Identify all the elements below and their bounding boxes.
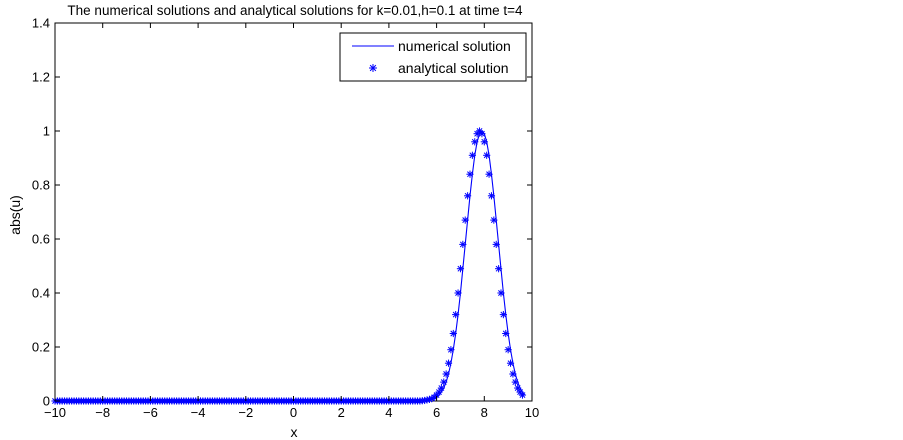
legend-label-numerical: numerical solution [398, 38, 511, 54]
analytical-solution-marker [459, 240, 467, 248]
x-tick-label: 6 [433, 405, 440, 420]
x-tick-label: −8 [95, 405, 110, 420]
x-tick-label: −4 [191, 405, 206, 420]
analytical-solution-marker [490, 216, 498, 224]
x-tick-label: 0 [290, 405, 297, 420]
x-tick-label: 10 [525, 405, 539, 420]
y-tick-label: 1.4 [32, 16, 50, 31]
chart-title: The numerical solutions and analytical s… [67, 3, 523, 18]
analytical-solution-marker [511, 378, 519, 386]
x-axis-title: x [291, 424, 298, 440]
x-tick-label: 8 [481, 405, 488, 420]
analytical-solution-marker [483, 151, 491, 159]
x-tick-label: 4 [385, 405, 392, 420]
legend-star-icon [369, 64, 377, 72]
analytical-solution-marker [464, 192, 472, 200]
x-tick-label: −6 [143, 405, 158, 420]
analytical-solution-marker [487, 192, 496, 200]
x-tick-label: 2 [338, 405, 345, 420]
analytical-solution-marker [504, 346, 512, 354]
analytical-solution-marker [456, 265, 465, 273]
x-tick-label: −2 [238, 405, 253, 420]
analytical-solution-marker [454, 289, 462, 297]
analytical-solution-marker [461, 216, 469, 224]
y-tick-label: 0.6 [32, 232, 50, 247]
analytical-solution-marker [502, 329, 510, 338]
analytical-solution-marker [440, 378, 448, 386]
y-axis-title: abs(u) [7, 195, 23, 235]
axes-layer: −10 −8 −6 −4 −2 0 2 4 6 8 10 0 0.2 0.4 0.6 0.8 1 1.2 1.4 [32, 16, 539, 421]
analytical-solution-marker [480, 138, 488, 146]
analytical-solution-marker [442, 370, 450, 378]
analytical-solution-marker [452, 311, 460, 319]
analytical-solution-marker [447, 346, 455, 354]
analytical-solution-marker [444, 359, 453, 367]
x-tick-label: −10 [44, 405, 66, 420]
y-tick-label: 1 [43, 124, 50, 139]
legend-label-analytical: analytical solution [398, 60, 509, 76]
legend-box [339, 32, 527, 82]
analytical-solution-marker [468, 151, 476, 159]
analytical-solution-marker [495, 265, 503, 273]
analytical-solution-marker [437, 384, 445, 392]
y-tick-label: 0.8 [32, 178, 50, 193]
analytical-solution-marker [449, 329, 457, 338]
analytical-solution-marker [509, 370, 517, 378]
legend: numerical solution analytical solution [339, 32, 527, 82]
analytical-solution-marker [506, 359, 515, 367]
analytical-solution-marker [466, 170, 474, 178]
legend-star-marker [369, 64, 377, 72]
plot-frame [54, 22, 533, 402]
series-layer [51, 127, 527, 405]
analytical-solution-marker [492, 240, 500, 248]
analytical-solution-marker [485, 170, 493, 178]
y-tick-label: 0.2 [32, 340, 50, 355]
analytical-solution-marker [478, 130, 486, 138]
analytical-solution-marker [497, 289, 505, 297]
y-tick-label: 1.2 [32, 70, 50, 85]
analytical-solution-marker [518, 391, 527, 399]
analytical-solution-marker [514, 384, 522, 392]
analytical-solution-marker [499, 311, 507, 319]
y-tick-label: 0.4 [32, 286, 50, 301]
y-tick-label: 0 [43, 394, 50, 409]
analytical-solution-marker [471, 138, 479, 146]
analytical-solution-marker [435, 388, 443, 396]
